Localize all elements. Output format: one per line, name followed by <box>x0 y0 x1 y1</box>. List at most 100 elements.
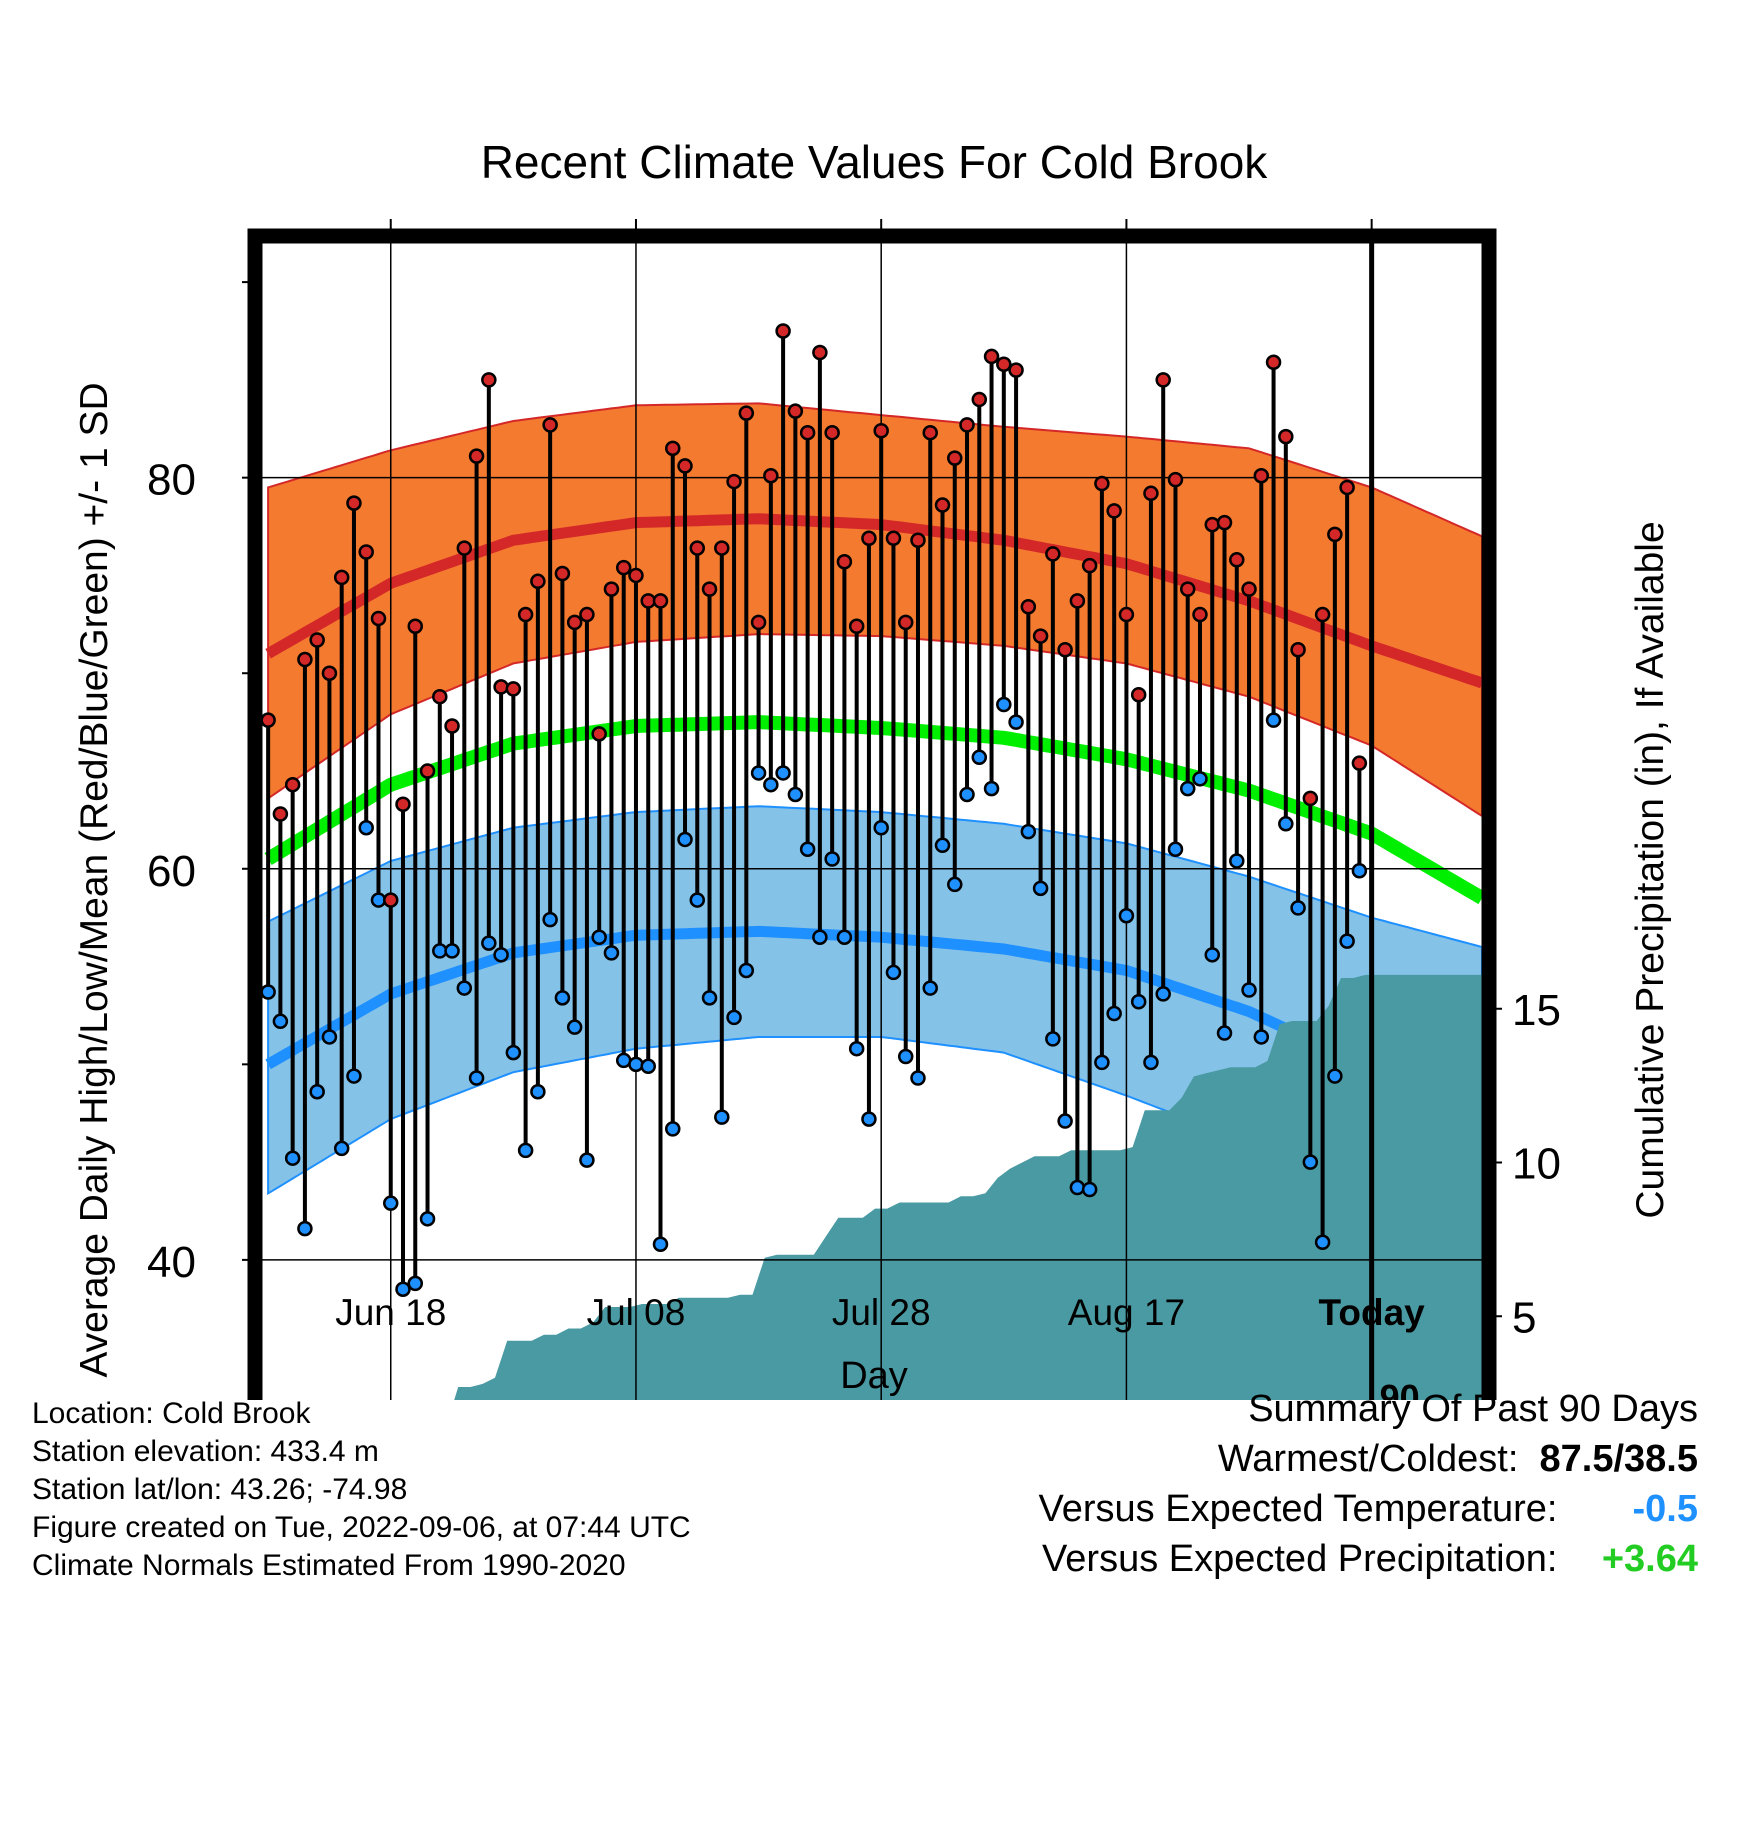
daily-low-point <box>1253 1029 1270 1045</box>
daily-high-point <box>799 424 816 441</box>
daily-high-point <box>1327 526 1343 543</box>
daily-high-point <box>1155 372 1171 388</box>
daily-high-point <box>775 323 791 339</box>
daily-low-point <box>1106 1005 1122 1022</box>
high-sd-band <box>267 402 1482 818</box>
daily-high-point <box>579 606 595 623</box>
daily-high-point <box>812 344 828 361</box>
daily-low-point <box>493 947 509 963</box>
daily-low-point <box>959 786 975 803</box>
daily-high-point <box>554 565 571 582</box>
daily-low-point <box>1229 853 1245 869</box>
daily-low-point <box>554 990 571 1006</box>
daily-low-point <box>628 1056 644 1073</box>
y-tick-label: 80 <box>147 456 196 505</box>
daily-high-point <box>836 554 853 570</box>
daily-low-point <box>419 1211 436 1227</box>
summary-temperature: Versus Expected Temperature: -0.5 <box>1039 1488 1698 1531</box>
daily-low-point <box>456 980 473 996</box>
daily-low-point <box>579 1152 595 1168</box>
daily-low-point <box>358 819 374 836</box>
summary-title: Summary Of Past 90 Days <box>1248 1388 1698 1430</box>
y-right-tick-label: 15 <box>1512 986 1561 1035</box>
daily-low-point <box>1118 907 1135 924</box>
daily-high-point <box>297 651 313 668</box>
daily-high-point <box>689 540 706 556</box>
daily-high-point <box>1057 642 1073 658</box>
daily-high-point <box>714 540 730 556</box>
daily-high-point <box>1253 467 1270 484</box>
daily-high-point <box>432 688 448 705</box>
daily-low-point <box>750 765 767 781</box>
daily-low-point <box>1314 1234 1331 1251</box>
daily-low-point <box>1069 1179 1086 1196</box>
daily-low-point <box>1327 1068 1343 1084</box>
daily-high-point <box>701 581 718 597</box>
chart-title: Recent Climate Values For Cold Brook <box>481 136 1269 188</box>
daily-low-point <box>873 819 889 836</box>
daily-high-point <box>763 467 779 484</box>
daily-high-point <box>603 581 620 597</box>
precip-value: +3.64 <box>1601 1538 1698 1580</box>
daily-high-point <box>309 632 325 648</box>
daily-high-point <box>1179 581 1196 597</box>
daily-high-point <box>652 593 669 609</box>
daily-low-point <box>1167 841 1184 857</box>
daily-low-point <box>505 1044 522 1061</box>
daily-low-point <box>714 1109 730 1125</box>
daily-high-point <box>1069 593 1086 609</box>
daily-high-point <box>1032 628 1049 644</box>
today-label-count: 90 <box>1380 1377 1420 1400</box>
daily-low-point <box>407 1275 424 1292</box>
daily-high-point <box>1265 354 1282 371</box>
daily-high-point <box>971 391 988 408</box>
daily-low-point <box>861 1111 877 1127</box>
daily-low-point <box>701 990 718 1006</box>
y-right-tick-label: 10 <box>1512 1140 1561 1189</box>
daily-high-point <box>272 806 289 822</box>
daily-low-point <box>530 1083 546 1100</box>
daily-high-point <box>873 422 889 439</box>
daily-high-point <box>419 763 436 779</box>
daily-high-point <box>407 618 424 635</box>
daily-high-point <box>1020 598 1037 615</box>
daily-low-point <box>1032 880 1049 897</box>
summary-warmest-coldest: Warmest/Coldest: 87.5/38.5 <box>1218 1438 1698 1481</box>
daily-low-point <box>1179 780 1196 797</box>
daily-high-point <box>262 712 276 728</box>
daily-low-point <box>297 1220 313 1237</box>
daily-low-point <box>1081 1181 1098 1198</box>
daily-low-point <box>1265 712 1282 728</box>
daily-high-point <box>1094 475 1110 492</box>
daily-low-point <box>1057 1113 1073 1129</box>
daily-high-point <box>861 530 877 547</box>
daily-high-point <box>591 726 607 742</box>
daily-high-point <box>996 356 1012 372</box>
plot-frame <box>247 228 1497 1400</box>
daily-high-point <box>922 424 938 441</box>
footer-location: Location: Cold Brook <box>32 1397 311 1430</box>
x-tick-label: Today <box>1319 1292 1426 1333</box>
daily-high-point <box>1229 552 1245 568</box>
warmest-coldest-label: Warmest/Coldest: <box>1217 1438 1519 1480</box>
daily-low-point <box>1094 1054 1110 1071</box>
daily-low-point <box>481 935 497 951</box>
daily-high-point <box>370 610 387 627</box>
low-sd-band <box>267 805 1482 1307</box>
daily-low-point <box>910 1070 926 1086</box>
daily-low-point <box>1339 933 1355 949</box>
daily-low-point <box>763 776 779 793</box>
daily-low-point <box>517 1142 534 1159</box>
daily-high-point <box>1106 503 1122 519</box>
daily-high-point <box>444 718 460 734</box>
daily-high-point <box>1290 642 1306 658</box>
y-tick-label: 40 <box>147 1238 196 1287</box>
daily-high-point <box>910 532 926 548</box>
daily-high-point <box>566 614 583 631</box>
daily-low-point <box>1020 823 1037 840</box>
daily-high-point <box>358 544 374 560</box>
daily-low-point <box>738 962 755 979</box>
daily-high-point <box>481 372 497 388</box>
daily-high-point <box>517 606 534 623</box>
